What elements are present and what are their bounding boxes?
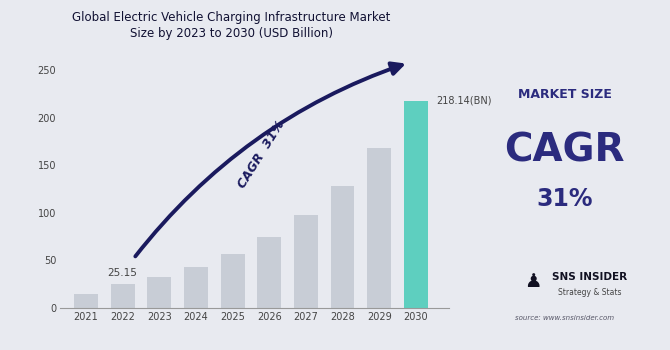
Bar xyxy=(331,186,354,308)
Bar xyxy=(147,276,172,308)
Text: ♟: ♟ xyxy=(524,272,541,291)
Bar xyxy=(294,215,318,308)
Bar xyxy=(184,267,208,308)
Bar xyxy=(257,237,281,308)
Bar xyxy=(367,148,391,308)
FancyArrowPatch shape xyxy=(135,63,402,256)
Bar xyxy=(404,100,428,308)
Text: Global Electric Vehicle Charging Infrastructure Market
Size by 2023 to 2030 (USD: Global Electric Vehicle Charging Infrast… xyxy=(72,10,391,41)
Bar xyxy=(220,254,245,308)
Bar xyxy=(111,284,135,308)
Text: 31%: 31% xyxy=(536,188,593,211)
Text: source: www.snsinsider.com: source: www.snsinsider.com xyxy=(515,315,614,322)
Text: CAGR  31%: CAGR 31% xyxy=(236,118,288,190)
Text: CAGR: CAGR xyxy=(505,132,624,169)
Text: 25.15: 25.15 xyxy=(108,268,137,278)
Text: SNS INSIDER: SNS INSIDER xyxy=(552,272,627,281)
Text: MARKET SIZE: MARKET SIZE xyxy=(517,88,612,101)
Bar xyxy=(74,294,98,308)
Text: 218.14(BN): 218.14(BN) xyxy=(436,96,492,106)
Text: Strategy & Stats: Strategy & Stats xyxy=(558,288,622,297)
